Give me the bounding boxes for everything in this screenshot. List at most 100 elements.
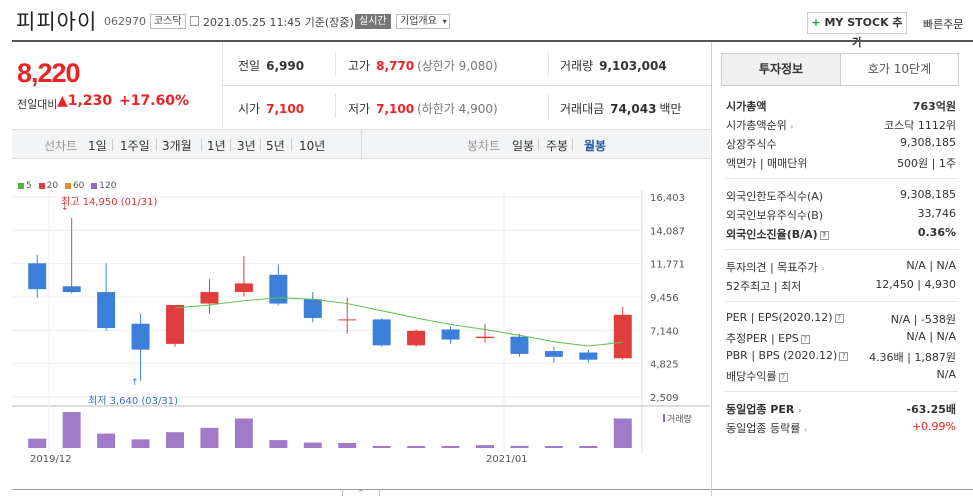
legend-ma60: 60 <box>64 181 84 191</box>
current-price: 8,220 <box>17 58 81 88</box>
y-tick-label: 9,456 <box>650 293 679 304</box>
info-foreign-limit: 외국인한도주식수(A) 9,308,185 <box>726 188 956 203</box>
up-triangle-icon: ▲ <box>57 93 68 109</box>
collapse-chevron-icon[interactable]: ^ <box>342 489 380 497</box>
candle-chart-label: 봉차트 <box>467 139 501 153</box>
candle-body <box>544 351 563 357</box>
help-icon[interactable]: ? <box>834 313 844 323</box>
add-mystock-button[interactable]: + MY STOCK 추가 <box>807 12 907 49</box>
prev-close: 전일 6,990 <box>238 59 305 73</box>
candle-weekly[interactable]: 주봉 <box>546 139 569 153</box>
change-rate: +17.60% <box>119 93 190 109</box>
info-pbr-bps: PBR | BPS (2020.12)? 4.36배 | 1,887원 <box>726 349 956 364</box>
line-chart-label: 선차트 <box>44 139 78 153</box>
candle-body <box>579 352 598 360</box>
add-mystock-label: MY STOCK 추가 <box>824 16 903 49</box>
volume-axis-label: 거래량 <box>663 412 692 425</box>
volume-bar <box>510 445 529 448</box>
volume-bar <box>544 446 563 448</box>
help-icon[interactable]: ? <box>778 372 788 382</box>
period-1d[interactable]: 1일 <box>88 139 107 153</box>
max-price-label: 최고 14,950 (01/31) <box>61 197 158 208</box>
quote-stats: 전일 6,990 고가 8,770 (상한가 9,080) 거래량 9,103,004 … <box>222 42 711 128</box>
period-10y[interactable]: 10년 <box>299 139 326 153</box>
help-icon[interactable]: ? <box>800 334 810 344</box>
candle-body <box>166 305 184 344</box>
info-industry-per[interactable]: 동일업종 PER › -63.25배 <box>726 403 956 416</box>
ma-legend: 5 20 60 120 <box>18 181 120 191</box>
quick-order-link[interactable]: 빠른주문 <box>923 18 964 31</box>
change-label: 전일대비 <box>17 98 58 111</box>
volume-bar <box>407 446 426 448</box>
period-3m[interactable]: 3개월 <box>162 139 192 153</box>
volume-bar <box>131 439 150 448</box>
legend-ma120: 120 <box>91 181 116 191</box>
info-opinion[interactable]: 투자의견 | 목표주가 › N/A | N/A <box>726 259 956 274</box>
chevron-down-icon: ▾ <box>442 17 447 26</box>
candle-daily[interactable]: 일봉 <box>512 139 535 153</box>
volume: 거래량 9,103,004 <box>560 59 667 73</box>
company-overview-button[interactable]: 기업개요 ▾ <box>396 14 450 29</box>
y-tick-label: 16,403 <box>650 193 685 204</box>
info-market-cap: 시가총액 763억원 <box>726 100 956 113</box>
volume-bar <box>338 442 357 448</box>
volume-bar <box>303 442 322 448</box>
volume-bar <box>166 432 184 448</box>
header-divider <box>12 40 973 42</box>
candle-body <box>303 299 322 318</box>
period-5y[interactable]: 5년 <box>266 139 285 153</box>
info-52week: 52주최고 | 최저 12,450 | 4,930 <box>726 278 956 293</box>
period-1y[interactable]: 1년 <box>207 139 226 153</box>
info-per-eps: PER | EPS(2020.12)? N/A | -538원 <box>726 311 956 326</box>
y-tick-label: 14,087 <box>650 226 685 237</box>
plus-icon: + <box>811 16 821 29</box>
candle-body <box>338 319 357 321</box>
info-shares: 상장주식수 9,308,185 <box>726 136 956 151</box>
realtime-badge: 실시간 <box>355 14 391 29</box>
x-label-start: 2019/12 <box>30 454 72 465</box>
x-label-mid: 2021/01 <box>486 454 528 465</box>
price-chart[interactable]: 16,403 14,087 11,771 9,456 7,140 4,825 2,509 <box>12 190 710 470</box>
legend-ma20: 20 <box>38 181 58 191</box>
candle-body <box>510 336 529 354</box>
tab-hoga[interactable]: 호가 10단계 <box>840 53 959 86</box>
candle-monthly[interactable]: 월봉 <box>584 139 607 153</box>
arrow-up-icon: ↑ <box>131 378 139 388</box>
bottom-divider <box>12 489 973 490</box>
volume-bar <box>62 412 81 448</box>
period-3y[interactable]: 3년 <box>237 139 256 153</box>
candle-body <box>200 292 219 304</box>
tab-invest-info[interactable]: 투자정보 <box>721 53 841 86</box>
candle-body <box>131 323 150 350</box>
open-price: 시가 7,100 <box>238 102 305 116</box>
volume-bar <box>579 446 598 448</box>
min-price-label: 최저 3,640 (03/31) <box>88 396 179 407</box>
help-icon[interactable]: ? <box>819 230 829 240</box>
info-foreign-rate: 외국인소진율(B/A)? 0.36% <box>726 226 956 241</box>
change-amount: 1,230 <box>67 93 113 109</box>
info-est-per: 추정PER | EPS? N/A | N/A <box>726 330 956 345</box>
volume-bar <box>269 440 288 448</box>
y-tick-label: 4,825 <box>650 360 679 371</box>
period-bar: 선차트 1일 1주일 3개월 1년 3년 5년 10년 봉차트 일봉 주봉 월봉 <box>12 129 710 160</box>
period-1w[interactable]: 1주일 <box>120 139 150 153</box>
candle-body <box>234 283 253 293</box>
volume-bar <box>28 438 47 448</box>
volume-bar <box>441 446 460 448</box>
day-high: 고가 8,770 (상한가 9,080) <box>348 59 498 73</box>
volume-bar <box>476 445 494 448</box>
candle-body <box>372 319 391 346</box>
candle-body <box>28 263 47 290</box>
info-par-value: 액면가 | 매매단위 500원 | 1주 <box>726 157 956 170</box>
y-tick-label: 11,771 <box>650 260 685 271</box>
info-foreign-hold: 외국인보유주식수(B) 33,746 <box>726 207 956 222</box>
candle-body <box>441 329 460 340</box>
company-overview-label: 기업개요 <box>400 16 437 27</box>
calendar-icon <box>190 16 199 26</box>
y-tick-label: 7,140 <box>650 326 679 337</box>
candle-body <box>613 314 632 359</box>
volume-bar <box>200 427 219 448</box>
info-industry-rate[interactable]: 동일업종 등락률 › +0.99% <box>726 420 956 435</box>
help-icon[interactable]: ? <box>839 351 849 361</box>
info-mcap-rank[interactable]: 시가총액순위 › 코스닥 1112위 <box>726 119 956 132</box>
